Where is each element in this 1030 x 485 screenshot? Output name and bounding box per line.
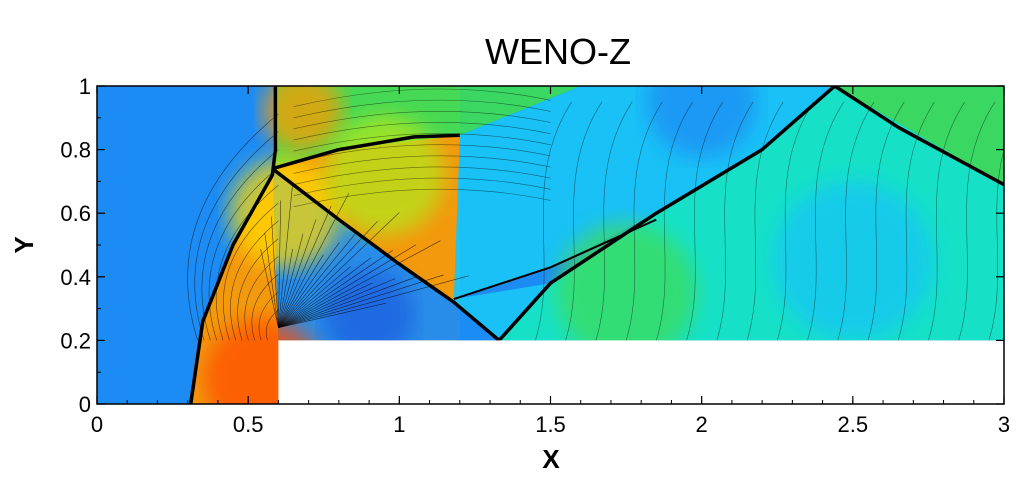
bow-shock — [188, 86, 278, 404]
x-tick-label: 2 — [696, 412, 708, 437]
fan-contour — [278, 184, 293, 328]
fan-contour — [278, 248, 293, 328]
x-axis: 0 0.5 1 1.5 2 2.5 3 — [91, 86, 1010, 437]
downstream-contour — [625, 101, 663, 341]
x-tick-label: 0 — [91, 412, 103, 437]
downstream-contour — [928, 101, 965, 341]
fan-contour — [278, 242, 340, 328]
fan-contour — [278, 257, 372, 328]
fan-contour — [278, 220, 378, 328]
x-tick-label: 1 — [393, 412, 405, 437]
arc-contour — [215, 184, 279, 341]
downstream-contour — [958, 101, 996, 341]
chart-title: WENO-Z — [485, 31, 631, 72]
fan-contour — [278, 266, 351, 328]
y-tick-label: 0 — [79, 392, 91, 417]
second-reflection — [497, 86, 836, 342]
y-tick-label: 0.2 — [60, 328, 91, 353]
x-axis-label: X — [542, 444, 560, 474]
y-tick-label: 0.6 — [60, 201, 91, 226]
upper-contour — [293, 88, 551, 107]
shock-lines — [188, 86, 1004, 404]
upper-contour — [293, 166, 551, 185]
fan-contour — [278, 250, 393, 328]
x-tick-label: 1.5 — [535, 412, 566, 437]
fan-contour — [278, 282, 373, 328]
x-tick-label: 2.5 — [838, 412, 869, 437]
downstream-contour — [776, 101, 814, 341]
fan-contour — [278, 233, 304, 328]
downstream-contour — [656, 101, 693, 341]
upper-contour — [293, 188, 551, 208]
downstream-contour — [716, 101, 754, 341]
y-tick-label: 0.8 — [60, 138, 91, 163]
fan-contour — [278, 275, 469, 328]
arc-contour — [194, 131, 279, 341]
fan-contour — [278, 254, 324, 328]
arc-contour — [265, 309, 279, 341]
arc-contour — [223, 202, 279, 341]
upper-contour — [293, 155, 551, 174]
plot-area — [97, 86, 1004, 404]
downstream-contour — [686, 101, 724, 341]
corner-region — [834, 86, 1004, 185]
fan-contour — [260, 249, 279, 328]
downstream-contour — [807, 101, 845, 341]
arc-contour — [208, 167, 279, 341]
arc-contour — [237, 238, 279, 341]
fan-contour — [271, 216, 279, 328]
fan-contour — [278, 274, 444, 328]
fan-contour — [278, 230, 358, 328]
upper-contour — [293, 99, 551, 119]
cool-spot-fan — [324, 269, 415, 360]
y-tick-label: 1 — [79, 74, 91, 99]
upper-contour — [293, 144, 551, 163]
arc-contour — [244, 256, 279, 341]
arc-contour — [258, 291, 279, 341]
fan-contour — [278, 240, 441, 328]
mach-stem — [271, 133, 460, 171]
fan-contour — [278, 205, 332, 328]
warm-spot-upper — [229, 158, 340, 269]
fan-contour — [278, 278, 396, 328]
wedge-region — [453, 283, 551, 341]
downstream-contour — [746, 101, 784, 341]
y-tick-label: 0.4 — [60, 265, 91, 290]
downstream-contour — [535, 101, 572, 341]
arc-contour — [230, 220, 279, 341]
forward-step — [278, 340, 1004, 404]
x-tick-label: 3 — [998, 412, 1010, 437]
y-axis: 0 0.2 0.4 0.6 0.8 1 — [60, 74, 1004, 417]
fan-contour — [278, 193, 349, 328]
upper-contour — [293, 122, 551, 141]
fan-contour — [278, 219, 317, 328]
reflected-shock — [271, 167, 501, 342]
cool-spot-top — [646, 86, 757, 157]
y-axis-label: Y — [9, 236, 39, 253]
x-tick-label: 0.5 — [233, 412, 264, 437]
fan-contour — [278, 275, 420, 328]
upper-contour — [293, 111, 551, 130]
downstream-contour — [595, 101, 633, 341]
arc-contour — [187, 113, 279, 341]
contour-lines — [187, 88, 1004, 341]
cyan-spot-right — [772, 180, 933, 341]
contact-line — [453, 218, 657, 301]
upper-contour — [293, 133, 551, 152]
downstream-contour — [565, 101, 603, 341]
fan-contour — [278, 302, 387, 328]
fan-contour — [278, 200, 281, 328]
upper-contour — [293, 177, 551, 197]
fan-contour — [278, 212, 400, 328]
downstream-contour — [867, 101, 905, 341]
downstream-contour — [837, 101, 875, 341]
top-reflection — [833, 86, 1004, 187]
downstream-contour — [988, 148, 1004, 341]
arc-contour — [251, 274, 279, 341]
warm-spot-top — [262, 86, 343, 152]
downstream-contour — [897, 101, 935, 341]
